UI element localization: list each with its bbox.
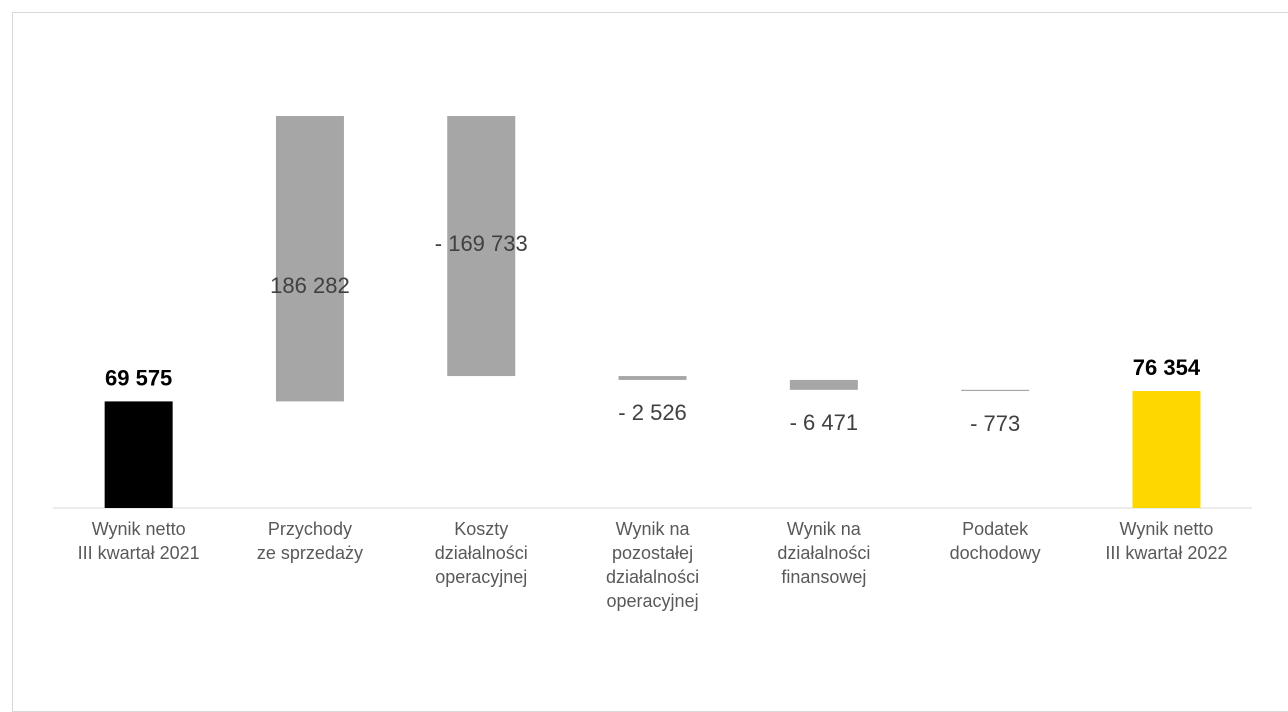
data-label-6: - 773 xyxy=(970,411,1020,436)
category-label-3: Koszty działalności operacyjnej xyxy=(435,519,528,587)
category-label-4: Wynik na pozostałej działalności operacyjne… xyxy=(606,519,699,611)
category-label-1: Wynik netto III kwartał 2021 xyxy=(78,519,200,563)
bar-2 xyxy=(275,116,344,402)
bar-1 xyxy=(104,401,173,508)
data-label-4: - 2 526 xyxy=(618,400,687,425)
bar-4 xyxy=(618,376,687,380)
data-label-1: 69 575 xyxy=(105,365,172,390)
data-label-2: 186 282 xyxy=(270,273,350,298)
data-label-3: - 169 733 xyxy=(435,231,528,256)
bar-5 xyxy=(789,379,858,390)
category-label-2: Przychody ze sprzedaży xyxy=(257,519,363,563)
bar-7 xyxy=(1132,391,1201,508)
category-label-5: Wynik na działalności finansowej xyxy=(777,519,870,587)
bar-3 xyxy=(447,116,516,377)
category-label-6: Podatek dochodowy xyxy=(950,519,1041,563)
waterfall-chart: 69 575 Wynik netto III kwartał 2021 186 282… xyxy=(53,116,1252,611)
data-label-7: 76 354 xyxy=(1133,355,1201,380)
bar-6 xyxy=(961,389,1030,392)
category-label-7: Wynik netto III kwartał 2022 xyxy=(1105,519,1227,563)
data-label-5: - 6 471 xyxy=(790,410,859,435)
